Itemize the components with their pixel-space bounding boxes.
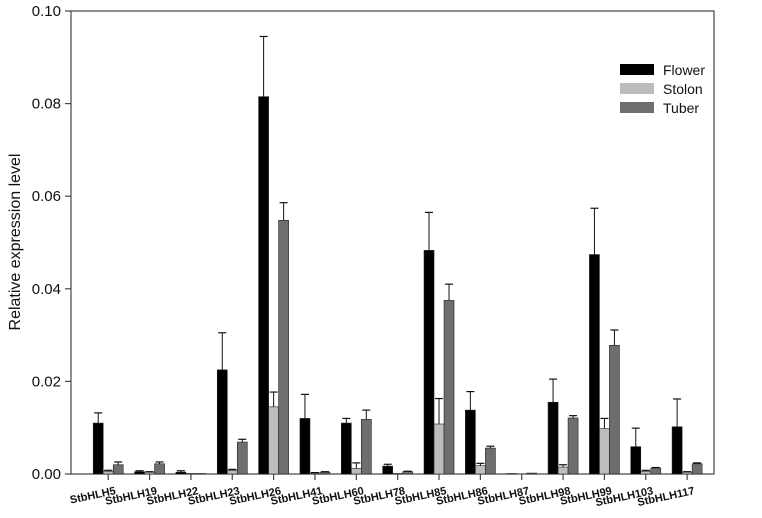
bar-stolon xyxy=(640,470,652,475)
bar-stolon xyxy=(144,471,155,475)
bar-tuber xyxy=(485,447,496,475)
bar-flower xyxy=(216,369,228,475)
bar-stolon xyxy=(557,466,569,475)
bar-group xyxy=(547,378,579,475)
y-tick-label: 0.08 xyxy=(32,96,61,113)
bar-tuber xyxy=(443,300,455,475)
bar-tuber xyxy=(278,219,289,475)
bar-group xyxy=(258,35,289,475)
bar-tuber xyxy=(112,464,124,475)
bar-flower xyxy=(547,401,559,475)
legend-swatch xyxy=(620,83,654,94)
bar-flower xyxy=(299,418,311,475)
y-tick-label: 0.02 xyxy=(32,373,61,390)
bar-stolon xyxy=(226,469,238,475)
y-tick-label: 0.00 xyxy=(32,466,61,483)
bar-stolon xyxy=(268,406,279,475)
bar-stolon xyxy=(309,472,321,475)
legend-item-tuber: Tuber xyxy=(620,98,705,117)
legend-label: Flower xyxy=(663,61,706,78)
bar-tuber xyxy=(319,471,331,475)
y-axis-label: Relative expression level xyxy=(7,154,24,331)
bar-tuber xyxy=(691,463,703,475)
bar-stolon xyxy=(681,471,693,475)
bar-group xyxy=(134,461,165,475)
bar-flower xyxy=(671,426,683,475)
y-tick-label: 0.10 xyxy=(32,3,61,20)
legend-swatch xyxy=(620,102,654,113)
bar-stolon xyxy=(475,465,486,475)
legend-swatch xyxy=(620,64,654,75)
bar-group xyxy=(423,211,455,475)
legend-label: Stolon xyxy=(663,80,703,97)
bar-stolon xyxy=(599,428,610,475)
bar-flower xyxy=(341,422,352,475)
bar-tuber xyxy=(650,467,662,475)
x-axis: StbHLH5StbHLH19StbHLH22StbHLH23StbHLH26S… xyxy=(69,474,696,509)
legend-item-flower: Flower xyxy=(620,60,705,79)
bar-stolon xyxy=(102,470,114,475)
bar-group xyxy=(671,398,703,475)
bar-flower xyxy=(92,422,104,475)
bar-group xyxy=(630,427,662,475)
plot-area xyxy=(70,10,715,475)
legend: Flower Stolon Tuber xyxy=(620,60,705,117)
legend-item-stolon: Stolon xyxy=(620,79,705,98)
bar-group xyxy=(175,470,207,475)
bar-tuber xyxy=(526,472,538,475)
bar-stolon xyxy=(433,423,445,475)
y-tick-label: 0.04 xyxy=(32,281,61,298)
legend-label: Tuber xyxy=(663,99,700,116)
bar-tuber xyxy=(154,463,165,475)
bar-flower xyxy=(630,446,642,475)
bar-group xyxy=(382,463,413,475)
bar-tuber xyxy=(361,419,372,475)
y-tick-label: 0.06 xyxy=(32,188,61,205)
bar-group xyxy=(341,409,372,475)
bar-flower xyxy=(258,96,269,475)
bar-flower xyxy=(134,471,145,475)
bar-flower xyxy=(423,250,435,475)
bar-flower xyxy=(382,465,393,475)
bar-group xyxy=(506,472,538,475)
bar-group xyxy=(589,207,620,475)
bar-tuber xyxy=(567,417,579,475)
bar-group xyxy=(299,393,331,475)
bar-tuber xyxy=(609,344,620,475)
bar-flower xyxy=(465,409,476,475)
bar-group xyxy=(216,332,248,475)
bar-group xyxy=(465,390,496,475)
bar-stolon xyxy=(351,468,362,475)
bar-flower xyxy=(589,254,600,475)
bar-group xyxy=(92,412,124,475)
y-axis: 0.00 0.02 0.04 0.06 0.08 0.10 xyxy=(32,3,71,483)
bar-tuber xyxy=(236,441,248,475)
bar-flower xyxy=(175,471,187,475)
bar-tuber xyxy=(402,471,413,475)
